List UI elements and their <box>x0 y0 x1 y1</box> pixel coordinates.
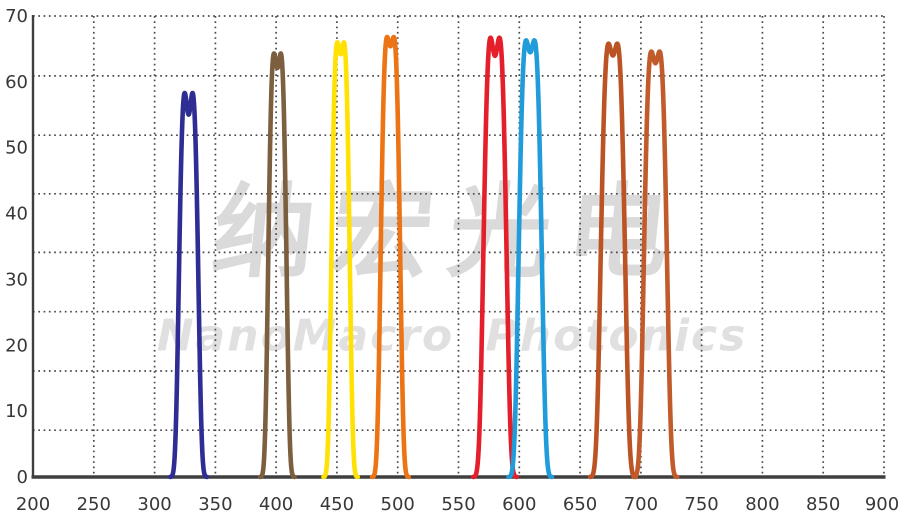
filter-curve-494nm <box>369 34 411 480</box>
y-tick-label: 70 <box>5 6 28 27</box>
x-tick-label: 500 <box>381 494 415 515</box>
y-tick-label: 20 <box>5 335 28 356</box>
y-tick-label: 10 <box>5 401 28 422</box>
x-tick-label: 400 <box>259 494 293 515</box>
filter-curve-328nm <box>168 90 210 480</box>
y-tick-label: 60 <box>5 72 28 93</box>
x-tick-label: 600 <box>502 494 536 515</box>
filter-curve-712nm <box>631 49 680 480</box>
x-tick-label: 350 <box>198 494 232 515</box>
filter-curve-401nm <box>257 51 297 480</box>
x-tick-label: 250 <box>77 494 111 515</box>
filter-curve-677nm <box>587 41 639 480</box>
x-tick-label: 800 <box>745 494 779 515</box>
y-tick-label: 30 <box>5 269 28 290</box>
x-tick-label: 650 <box>563 494 597 515</box>
x-tick-label: 450 <box>320 494 354 515</box>
x-tick-label: 300 <box>137 494 171 515</box>
y-tick-label: 50 <box>5 138 28 159</box>
filter-curve-609nm <box>506 38 555 480</box>
x-tick-label: 200 <box>16 494 50 515</box>
y-tick-label: 0 <box>17 467 28 488</box>
x-tick-label: 550 <box>441 494 475 515</box>
x-tick-label: 750 <box>684 494 718 515</box>
y-tick-label: 40 <box>5 204 28 225</box>
x-tick-label: 850 <box>806 494 840 515</box>
x-tick-label: 700 <box>624 494 658 515</box>
filter-curve-453nm <box>321 40 361 480</box>
x-tick-label: 900 <box>865 494 899 515</box>
filter-curve-580nm <box>470 35 519 480</box>
